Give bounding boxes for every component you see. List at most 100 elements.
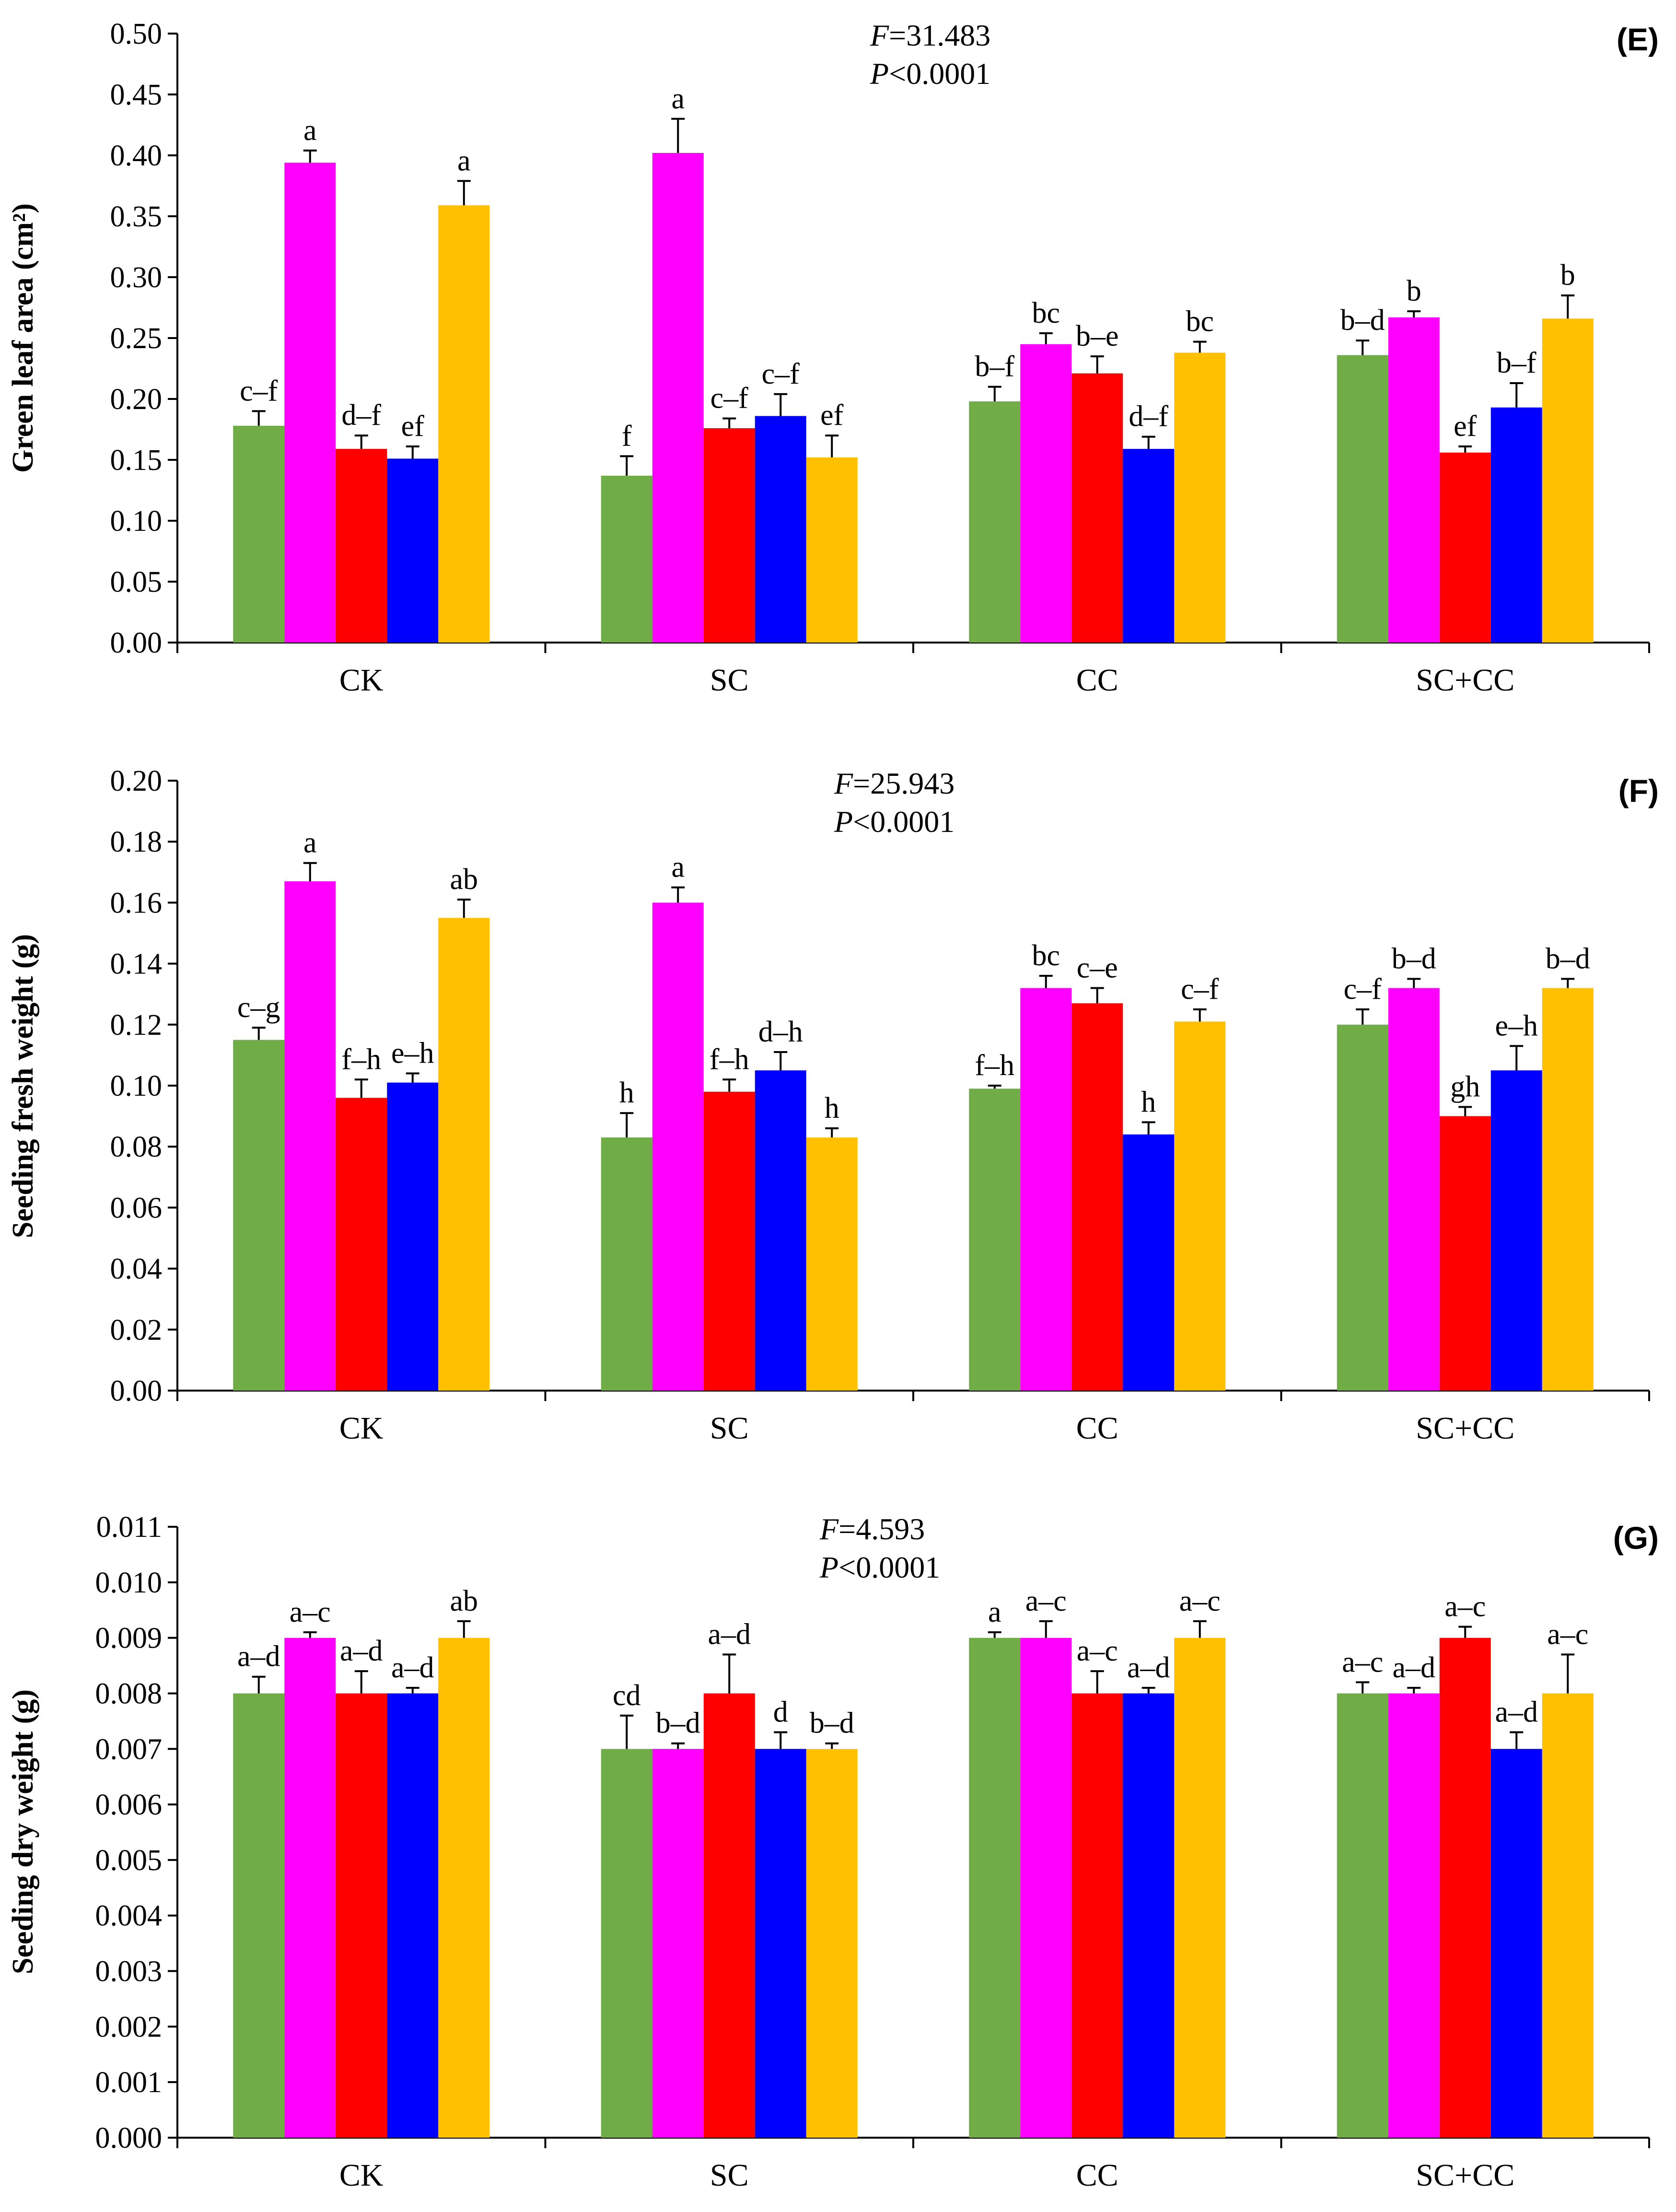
f-statistic: F=31.483 <box>870 18 990 52</box>
bar <box>284 1638 336 2138</box>
bar <box>233 1693 285 2138</box>
significance-label: f–h <box>341 1043 381 1076</box>
significance-label: c–f <box>1344 973 1382 1006</box>
bar <box>1388 317 1440 643</box>
y-tick-label: 0.25 <box>110 322 163 355</box>
y-tick-label: 0.004 <box>95 1900 163 1932</box>
significance-label: cd <box>613 1679 641 1712</box>
bar <box>1439 1116 1491 1391</box>
bar <box>233 425 285 643</box>
y-tick-label: 0.50 <box>110 18 163 50</box>
bar <box>806 1137 858 1391</box>
category-label: CK <box>339 2158 384 2193</box>
y-tick-label: 0.10 <box>110 1070 163 1102</box>
bar <box>703 428 755 643</box>
bar <box>233 1040 285 1391</box>
significance-label: ab <box>450 863 478 896</box>
significance-label: a–d <box>237 1640 280 1673</box>
y-tick-label: 0.00 <box>110 627 163 659</box>
significance-label: b <box>1560 259 1575 292</box>
significance-label: c–f <box>762 358 800 390</box>
y-tick-label: 0.003 <box>95 1955 163 1988</box>
y-tick-label: 0.04 <box>110 1253 163 1286</box>
y-tick-label: 0.002 <box>95 2011 163 2043</box>
y-tick-label: 0.12 <box>110 1009 163 1042</box>
significance-label: f–h <box>975 1049 1014 1082</box>
bar <box>806 1749 858 2138</box>
bar <box>703 1693 755 2138</box>
panel-g: 0.000 0.001 0.002 0.003 0.004 0.005 0.006 0.007… <box>7 1511 1659 2193</box>
significance-label: a–c <box>290 1596 331 1628</box>
significance-label: c–f <box>240 375 278 407</box>
significance-label: a–c <box>1547 1618 1588 1650</box>
y-tick-label: 0.35 <box>110 200 163 233</box>
significance-label: b–f <box>1497 347 1536 379</box>
bar <box>1337 1693 1388 2138</box>
bar <box>387 458 439 643</box>
y-tick-label: 0.40 <box>110 140 163 172</box>
bar <box>1337 1024 1388 1391</box>
y-tick-label: 0.009 <box>95 1622 163 1655</box>
significance-label: a–d <box>340 1635 383 1667</box>
bar <box>284 163 336 643</box>
significance-label: a <box>671 851 685 884</box>
bar <box>1388 988 1440 1391</box>
y-tick-label: 0.00 <box>110 1375 163 1407</box>
bar <box>1174 1638 1226 2138</box>
y-tick-label: 0.008 <box>95 1677 163 1710</box>
y-tick-label: 0.08 <box>110 1131 163 1163</box>
bar <box>1071 1693 1123 2138</box>
bar <box>1542 1693 1594 2138</box>
category-label: SC <box>710 663 749 698</box>
p-value: P<0.0001 <box>834 805 954 839</box>
significance-label: a–c <box>1077 1635 1118 1667</box>
significance-label: b–e <box>1076 320 1119 352</box>
significance-label: b–d <box>1392 942 1436 975</box>
significance-label: d–f <box>1129 400 1168 433</box>
bar <box>284 881 336 1391</box>
y-tick-label: 0.15 <box>110 444 163 477</box>
significance-label: f <box>622 420 632 452</box>
significance-label: a <box>303 114 317 147</box>
significance-label: d–h <box>758 1016 803 1048</box>
bar <box>1020 988 1072 1391</box>
significance-label: c–f <box>710 382 749 415</box>
significance-label: c–g <box>237 991 280 1024</box>
significance-label: h <box>619 1077 634 1109</box>
bar <box>336 449 387 643</box>
y-tick-label: 0.02 <box>110 1314 163 1346</box>
panel-f: 0.00 0.02 0.04 0.06 0.08 0.10 0.12 0.14 0.16 0.18… <box>7 765 1659 1446</box>
significance-label: b <box>1407 275 1421 307</box>
significance-label: a–d <box>1392 1651 1435 1684</box>
y-axis-title: Seeding fresh weight (g) <box>7 934 39 1238</box>
p-value: P<0.0001 <box>870 57 990 91</box>
significance-label: b–f <box>975 351 1014 383</box>
bar <box>969 401 1021 643</box>
y-axis-title: Seeding dry weight (g) <box>7 1689 39 1974</box>
significance-label: ef <box>820 399 844 432</box>
category-label: CK <box>339 663 384 698</box>
bar <box>1071 373 1123 643</box>
bar <box>1337 355 1388 643</box>
y-tick-label: 0.007 <box>95 1733 163 1766</box>
f-statistic: F=4.593 <box>819 1512 925 1546</box>
bar <box>806 457 858 643</box>
bar <box>1123 449 1175 643</box>
bar <box>1020 1638 1072 2138</box>
y-tick-label: 0.18 <box>110 826 163 858</box>
p-value: P<0.0001 <box>819 1550 940 1584</box>
significance-label: bc <box>1186 305 1214 338</box>
significance-label: d–f <box>341 399 381 432</box>
significance-label: e–h <box>391 1037 434 1070</box>
significance-label: a <box>457 144 471 177</box>
bar <box>1439 452 1491 643</box>
significance-label: a <box>671 82 685 115</box>
bar <box>652 152 704 643</box>
bar <box>1439 1638 1491 2138</box>
bar <box>438 918 490 1391</box>
panel-label: (F) <box>1618 773 1659 808</box>
bar <box>601 1749 652 2138</box>
bar <box>703 1091 755 1391</box>
bar <box>755 1749 806 2138</box>
y-tick-label: 0.10 <box>110 505 163 538</box>
